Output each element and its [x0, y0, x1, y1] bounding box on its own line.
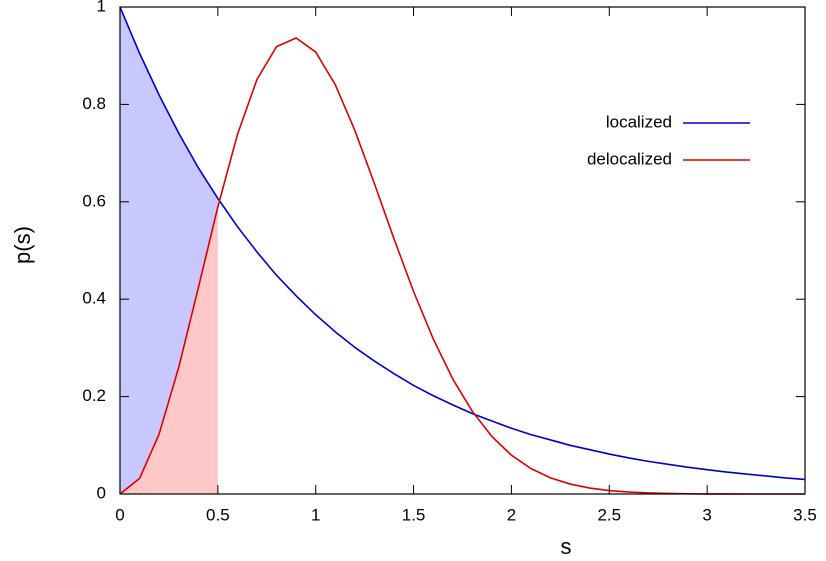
- y-tick-label: 0: [97, 483, 106, 502]
- shaded-area: [120, 206, 218, 494]
- y-tick-label: 0.8: [82, 94, 106, 113]
- plot-frame: [119, 6, 806, 495]
- x-axis-title: s: [561, 534, 572, 559]
- y-tick-label: 0.2: [82, 386, 106, 405]
- y-tick-label: 0.6: [82, 191, 106, 210]
- y-tick-label: 0.4: [82, 289, 106, 308]
- shaded-areas: [120, 7, 218, 494]
- x-tick-label: 0: [115, 505, 124, 524]
- x-tick-label: 2.5: [597, 505, 621, 524]
- x-tick-label: 1: [311, 505, 320, 524]
- y-tick-label: 1: [97, 0, 106, 15]
- legend-label: delocalized: [587, 149, 672, 168]
- x-tick-label: 3.5: [793, 505, 817, 524]
- y-axis-title: p(s): [10, 226, 35, 264]
- legend-label: localized: [606, 112, 672, 131]
- x-tick-label: 0.5: [206, 505, 230, 524]
- x-tick-label: 2: [507, 505, 516, 524]
- series-line: [119, 37, 805, 495]
- lines: [119, 6, 806, 495]
- series-line: [119, 6, 806, 481]
- x-tick-label: 3: [702, 505, 711, 524]
- x-tick-label: 1.5: [402, 505, 426, 524]
